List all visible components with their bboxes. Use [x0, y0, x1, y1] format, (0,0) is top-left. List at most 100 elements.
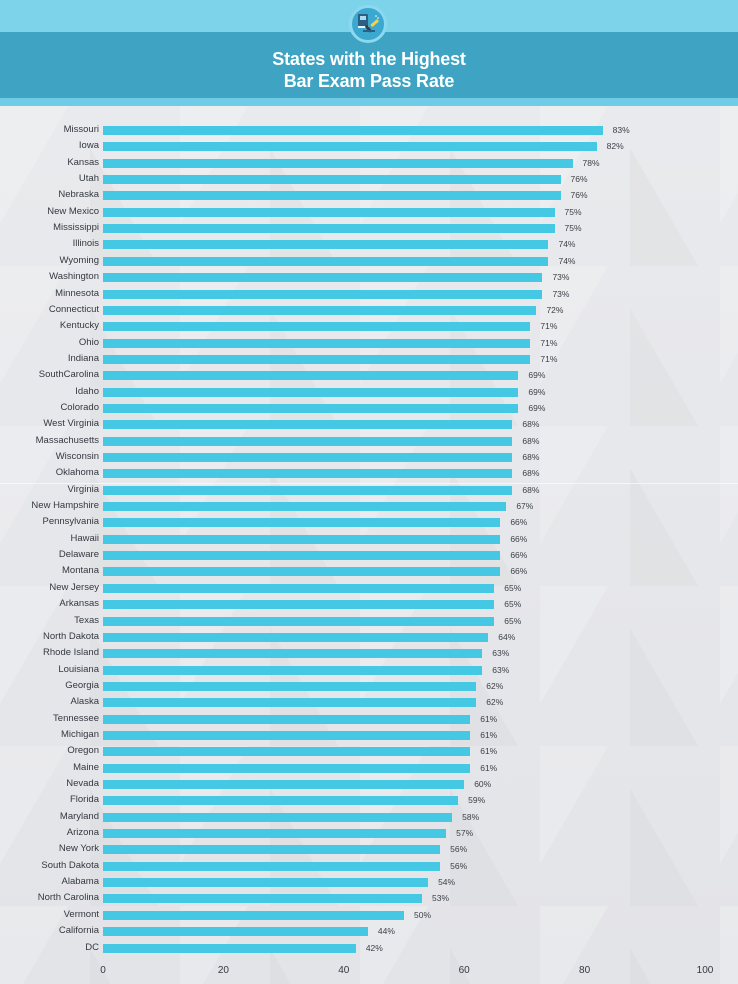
bar [103, 354, 531, 364]
chart-row: Washington 73% [0, 270, 738, 286]
value-label: 53% [432, 893, 450, 904]
category-label: Indiana [67, 352, 99, 364]
bar [103, 403, 519, 413]
chart-row: DC 42% [0, 941, 738, 957]
category-label: Oregon [67, 745, 99, 757]
chart-row: Illinois 74% [0, 237, 738, 253]
value-label: 66% [510, 517, 528, 528]
bar [103, 649, 483, 659]
chart-row: North Carolina 53% [0, 891, 738, 907]
bar [103, 485, 513, 495]
bar [103, 224, 555, 234]
category-label: Maine [73, 761, 99, 773]
value-label: 66% [510, 533, 528, 544]
bar [103, 387, 519, 397]
category-label: North Dakota [43, 630, 99, 642]
category-label: Arizona [66, 827, 99, 839]
header-bottom-strip [0, 98, 738, 106]
value-label: 62% [486, 697, 504, 708]
chart-row: Michigan 61% [0, 728, 738, 744]
bar [103, 796, 459, 806]
value-label: 74% [558, 255, 576, 266]
category-label: New Hampshire [31, 500, 99, 512]
gavel-and-law-book-icon [349, 5, 387, 43]
chart-row: New Mexico 75% [0, 205, 738, 221]
category-label: South Dakota [41, 859, 99, 871]
category-label: New York [58, 843, 99, 855]
category-label: Alabama [61, 876, 100, 888]
bar [103, 240, 549, 250]
chart-row: Alaska 62% [0, 695, 738, 711]
bar [103, 730, 471, 740]
value-label: 78% [582, 157, 600, 168]
chart-row: Pennsylvania 66% [0, 515, 738, 531]
category-label: Idaho [75, 385, 99, 397]
bar [103, 616, 495, 626]
chart-row: Kentucky 71% [0, 319, 738, 335]
category-label: Hawaii [70, 532, 99, 544]
chart-row: Georgia 62% [0, 679, 738, 695]
value-label: 71% [540, 321, 558, 332]
category-label: Kansas [67, 156, 99, 168]
category-label: West Virginia [43, 418, 99, 430]
category-label: New Mexico [47, 205, 99, 217]
value-label: 57% [456, 828, 474, 839]
bar [103, 551, 501, 561]
bar [103, 763, 471, 773]
chart-row: Arizona 57% [0, 826, 738, 842]
category-label: Kentucky [59, 320, 99, 332]
value-label: 61% [480, 762, 498, 773]
category-label: Illinois [72, 238, 99, 250]
bar [103, 436, 513, 446]
bar [103, 338, 531, 348]
bar [103, 371, 519, 381]
value-label: 59% [468, 795, 486, 806]
category-label: Vermont [63, 908, 99, 920]
x-tick-label: 20 [217, 965, 229, 976]
value-label: 60% [474, 779, 492, 789]
category-label: Delaware [58, 549, 99, 561]
value-label: 66% [510, 550, 528, 561]
chart-row: Indiana 71% [0, 352, 738, 368]
bar [103, 191, 561, 201]
value-label: 64% [498, 631, 516, 642]
chart-row: Colorado 69% [0, 401, 738, 417]
value-label: 63% [492, 648, 510, 659]
bar [103, 305, 537, 315]
header-title-band [0, 32, 738, 98]
bar [103, 453, 513, 462]
value-label: 66% [510, 566, 528, 577]
chart-row: Maryland 58% [0, 810, 738, 826]
value-label: 54% [438, 877, 456, 888]
value-label: 65% [504, 615, 522, 626]
bar [103, 289, 543, 299]
bar [103, 780, 465, 789]
value-label: 62% [486, 680, 504, 691]
category-label: Mississippi [53, 222, 99, 234]
bar [103, 878, 429, 888]
value-label: 42% [365, 942, 383, 953]
bar [103, 420, 513, 430]
chart-row: West Virginia 68% [0, 417, 738, 433]
chart-row: Mississippi 75% [0, 221, 738, 237]
value-label: 75% [564, 223, 582, 234]
chart-row: Kansas 78% [0, 156, 738, 172]
chart-row: Ohio 71% [0, 336, 738, 352]
value-label: 44% [377, 926, 395, 937]
category-label: Washington [49, 271, 99, 283]
bar [103, 142, 597, 152]
chart-row: Utah 76% [0, 172, 738, 188]
title-line-1: States with the Highest [272, 49, 466, 69]
chart-row: Iowa 82% [0, 139, 738, 155]
x-tick-label: 0 [100, 965, 106, 976]
value-label: 73% [552, 288, 570, 299]
chart-row: Nebraska 76% [0, 188, 738, 204]
category-label: Pennsylvania [42, 516, 99, 528]
category-label: Texas [74, 614, 99, 626]
value-label: 69% [528, 402, 546, 413]
bar [103, 665, 483, 675]
bar [103, 632, 489, 642]
chart-row: SouthCarolina 69% [0, 368, 738, 384]
bar [103, 845, 441, 855]
